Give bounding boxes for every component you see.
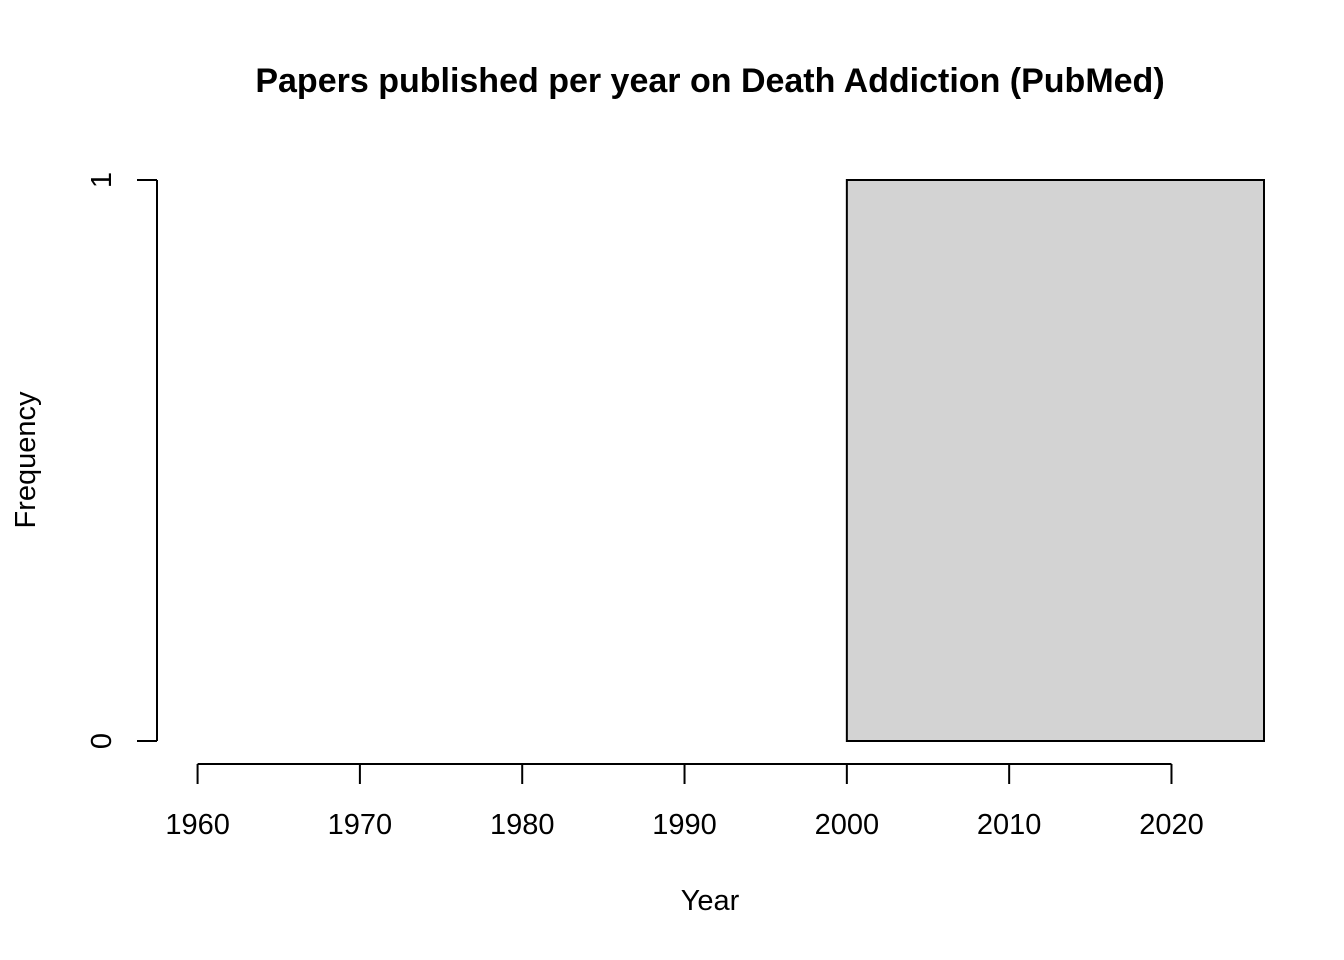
bars-group [845,179,1266,742]
y-axis: 01 [86,172,158,749]
x-tick-label: 2000 [815,809,880,841]
x-tick-label: 1980 [490,809,555,841]
histogram-bar [845,179,1266,742]
x-axis: 1960 1970 1980 1990 2000 2010 2020 [165,763,1204,841]
x-tick-label: 1970 [328,809,393,841]
y-axis-label: Frequency [10,391,42,529]
y-tick-label: 1 [86,172,118,188]
x-axis-label: Year [681,885,740,917]
y-tick-label: 0 [86,733,118,749]
chart-title: Papers published per year on Death Addic… [255,62,1164,100]
x-tick-label: 2010 [977,809,1042,841]
x-tick-label: 1960 [165,809,230,841]
x-tick-label: 1990 [652,809,717,841]
x-tick-label: 2020 [1139,809,1204,841]
